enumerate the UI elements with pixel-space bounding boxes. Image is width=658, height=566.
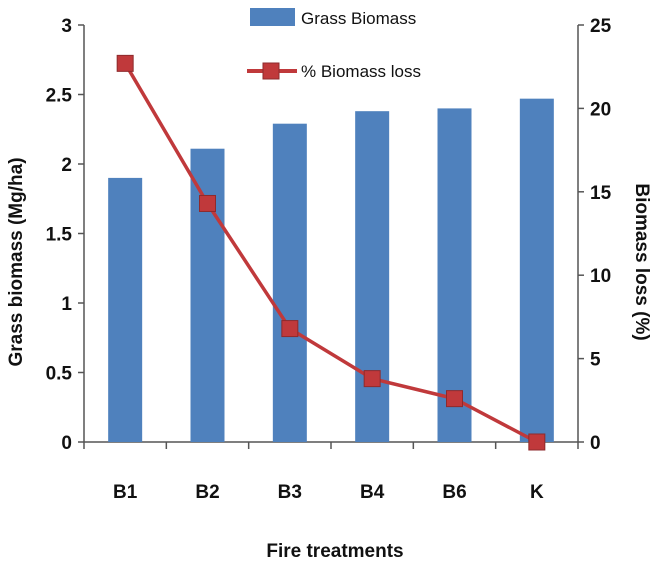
line-point (528, 433, 546, 451)
legend-marker-biomass-loss (262, 62, 280, 80)
y-axis-title: Grass biomass (Mg/ha) (6, 157, 27, 366)
line-point (446, 390, 463, 408)
y2-tick-label: 15 (590, 183, 612, 204)
axes (78, 24, 584, 449)
bar (272, 123, 307, 442)
y2-tick-label: 20 (590, 99, 611, 120)
y2-tick-label: 10 (590, 266, 611, 287)
legend-label-grass-biomass: Grass Biomass (301, 9, 416, 28)
legend: Grass Biomass % Biomass loss (247, 8, 421, 81)
y-tick-label: 2.5 (46, 86, 73, 107)
y-tick-label: 0 (61, 433, 72, 454)
bar (190, 148, 225, 442)
y2-axis-title: Biomass loss (%) (631, 183, 652, 340)
bar (519, 98, 554, 443)
line-point (281, 320, 299, 338)
y2-tick-label: 5 (590, 350, 601, 371)
y2-tick-label: 25 (590, 16, 612, 37)
line-point (116, 54, 134, 72)
bar (437, 108, 472, 443)
y-tick-label: 3 (61, 16, 72, 37)
bar (108, 177, 143, 442)
x-tick-label: B3 (278, 482, 302, 503)
y-tick-label: 1.5 (46, 225, 73, 246)
tick-labels: 0 0.5 1 1.5 2 2.5 3 0 5 10 15 20 25 B1 B2 B3 B4 B6 K (46, 16, 612, 503)
y-tick-label: 2 (61, 155, 72, 176)
legend-swatch-grass-biomass (250, 8, 295, 26)
bar-series (108, 98, 554, 443)
bar (355, 111, 390, 443)
x-tick-label: K (530, 482, 544, 503)
x-tick-label: B1 (113, 482, 138, 503)
line-series (116, 54, 546, 451)
line-point (363, 370, 381, 388)
legend-label-biomass-loss: % Biomass loss (301, 62, 421, 81)
x-tick-label: B6 (442, 482, 466, 503)
x-axis-title: Fire treatments (266, 541, 403, 562)
line-point (199, 194, 216, 212)
y-tick-label: 1 (61, 294, 72, 315)
y2-tick-label: 0 (590, 433, 601, 454)
x-tick-label: B2 (195, 482, 219, 503)
y-tick-label: 0.5 (46, 364, 73, 385)
series-line (123, 62, 538, 444)
x-tick-label: B4 (360, 482, 385, 503)
